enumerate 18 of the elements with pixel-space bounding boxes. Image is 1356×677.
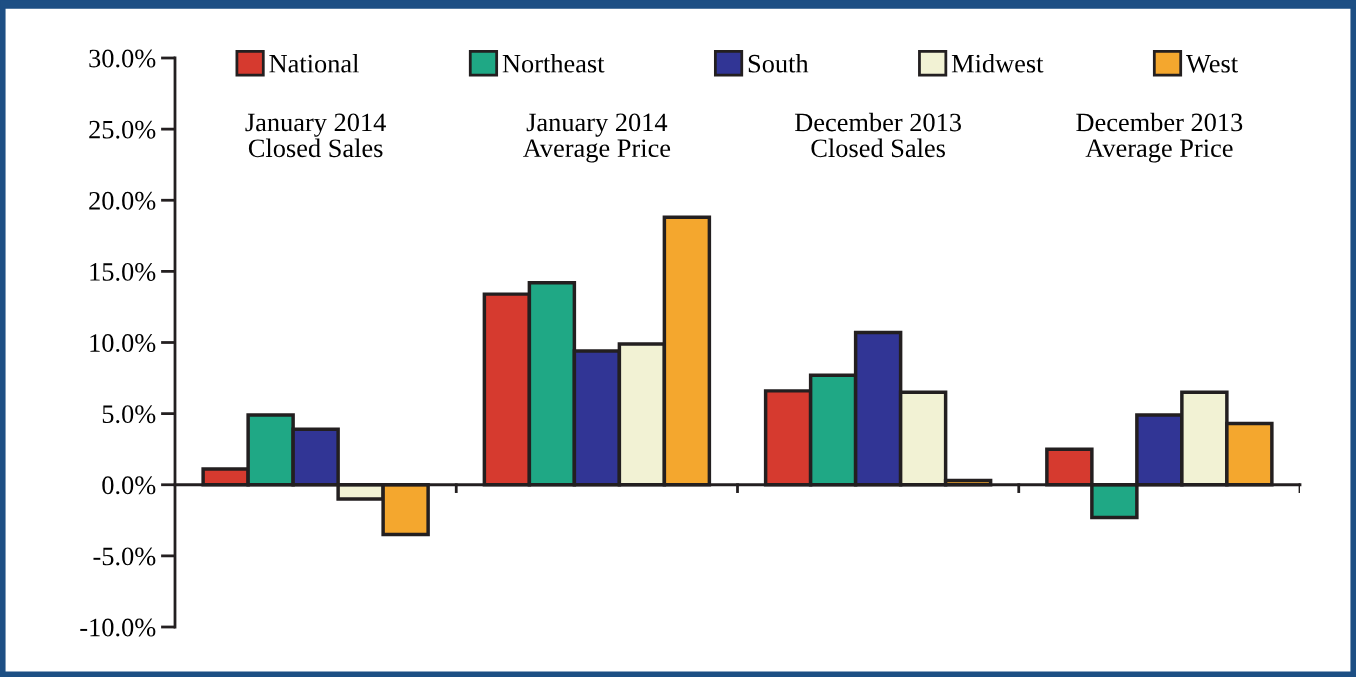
y-tick-label: 5.0% — [102, 405, 156, 424]
y-tick-label: 15.0% — [90, 262, 156, 281]
x-tick-label: December 2013 Average Price — [1076, 112, 1243, 163]
y-tick-label: 10.0% — [90, 334, 156, 353]
y-tick-label: 25.0% — [89, 120, 156, 139]
legend-label: West — [1186, 55, 1238, 73]
y-tick-label: 20.0% — [89, 191, 156, 210]
legend-label: Midwest — [951, 54, 1044, 73]
y-tick-label: -5.0% — [93, 547, 156, 566]
x-tick-label: January 2014 Average Price — [523, 113, 671, 163]
legend-label: South — [748, 54, 809, 73]
x-tick-label: December 2013 Closed Sales — [794, 112, 961, 158]
y-tick-label: -10.0% — [80, 618, 156, 637]
x-tick-label: January 2014 Closed Sales — [245, 113, 386, 158]
legend-label: Northeast — [502, 54, 605, 73]
legend-label: National — [269, 54, 359, 73]
y-tick-label: 0.0% — [102, 476, 156, 495]
y-tick-label: 30.0% — [89, 49, 156, 68]
